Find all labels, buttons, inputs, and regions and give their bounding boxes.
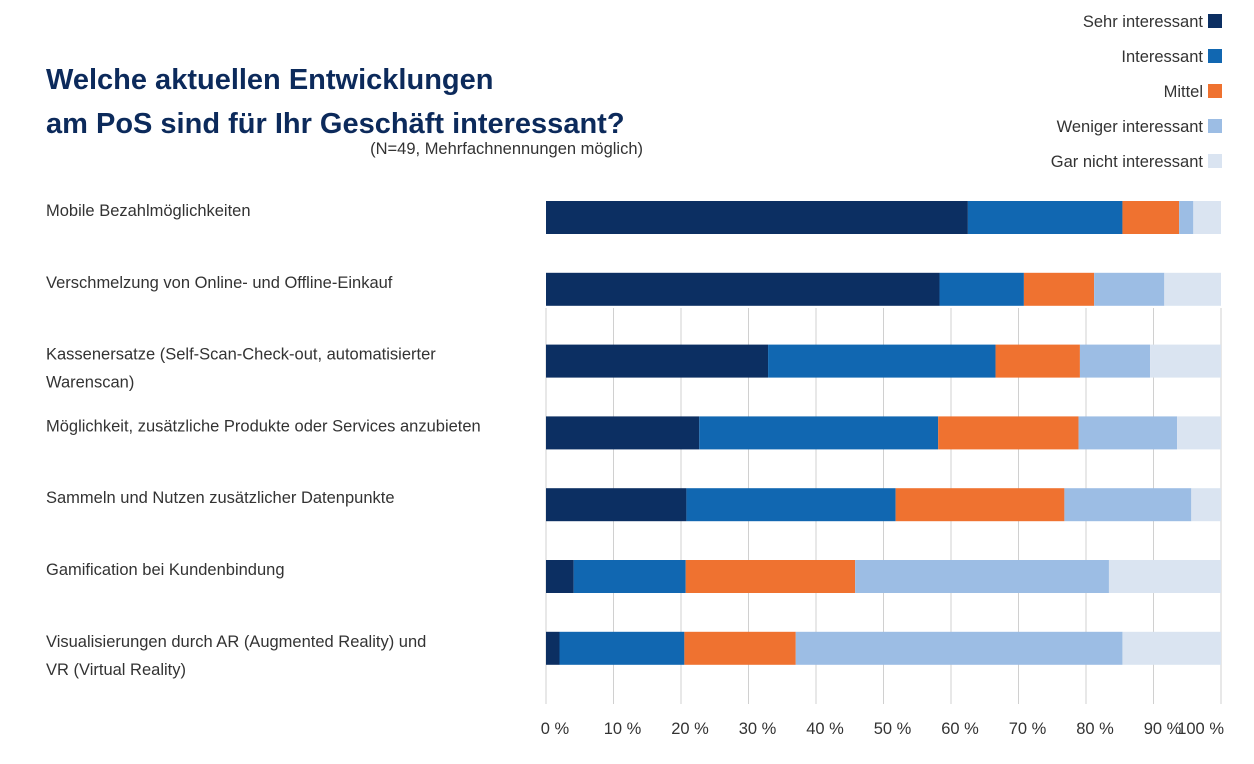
bar-segment bbox=[895, 488, 1065, 522]
legend-swatch bbox=[1208, 119, 1222, 133]
x-tick-label: 10 % bbox=[604, 720, 642, 738]
bar-segment bbox=[938, 416, 1079, 450]
bar-segment bbox=[855, 560, 1109, 593]
bar-segment bbox=[795, 631, 1123, 665]
bar-segment bbox=[1122, 631, 1221, 665]
x-tick-label: 50 % bbox=[874, 720, 912, 738]
bar-area bbox=[546, 201, 1221, 665]
bar-segment bbox=[1064, 488, 1192, 522]
bar-segment bbox=[1193, 201, 1221, 234]
chart-title-line-2: am PoS sind für Ihr Geschäft interessant… bbox=[46, 108, 625, 140]
category-label: VR (Virtual Reality) bbox=[46, 661, 186, 679]
bar-segment bbox=[699, 416, 939, 450]
legend-label: Interessant bbox=[1121, 48, 1203, 66]
bar-segment bbox=[1179, 201, 1194, 234]
x-tick-label: 0 % bbox=[541, 720, 570, 738]
x-tick-label: 60 % bbox=[941, 720, 979, 738]
bar-segment bbox=[1078, 416, 1178, 450]
bar-segment bbox=[768, 344, 996, 378]
bar-segment bbox=[559, 631, 685, 665]
legend-swatch bbox=[1208, 84, 1222, 98]
category-label: Visualisierungen durch AR (Augmented Rea… bbox=[46, 633, 426, 651]
legend-swatch bbox=[1208, 14, 1222, 28]
category-label: Verschmelzung von Online- und Offline-Ei… bbox=[46, 274, 393, 292]
bar-segment bbox=[1191, 488, 1221, 522]
bar-segment bbox=[546, 631, 560, 665]
bar-segment bbox=[1150, 344, 1221, 378]
bar-segment bbox=[967, 201, 1123, 234]
bar-segment bbox=[546, 416, 700, 450]
bar-segment bbox=[546, 344, 769, 378]
x-tick-label: 100 % bbox=[1177, 720, 1224, 738]
legend-label: Weniger interessant bbox=[1057, 118, 1204, 136]
legend-swatch bbox=[1208, 49, 1222, 63]
legend-swatch bbox=[1208, 154, 1222, 168]
x-axis-tick-labels: 0 % 10 % 20 % 30 % 40 % 50 % 60 % 70 % 80 % 90 %1… bbox=[541, 720, 1225, 738]
bar-segment bbox=[939, 272, 1024, 306]
bar-segment bbox=[1079, 344, 1151, 378]
bar-segment bbox=[995, 344, 1080, 378]
bar-segment bbox=[684, 631, 796, 665]
category-label: Möglichkeit, zusätzliche Produkte oder S… bbox=[46, 417, 481, 435]
bar-segment bbox=[546, 272, 940, 306]
category-label: Mobile Bezahlmöglichkeiten bbox=[46, 202, 251, 220]
bar-segment bbox=[546, 488, 687, 522]
bar-segment bbox=[1023, 272, 1095, 306]
x-tick-label: 30 % bbox=[739, 720, 777, 738]
bar-segment bbox=[685, 560, 856, 593]
category-label: Gamification bei Kundenbindung bbox=[46, 561, 285, 579]
legend: Sehr interessant Interessant Mittel Weniger… bbox=[1051, 13, 1222, 171]
bar-segment bbox=[1094, 272, 1165, 306]
chart-title: Welche aktuellen Entwicklungen am PoS si… bbox=[46, 58, 625, 146]
chart-title-line-1: Welche aktuellen Entwicklungen bbox=[46, 64, 494, 96]
category-label: Kassenersatze (Self-Scan-Check-out, auto… bbox=[46, 346, 436, 364]
legend-label: Gar nicht interessant bbox=[1051, 153, 1204, 171]
bar-segment bbox=[1122, 201, 1180, 234]
category-label: Sammeln und Nutzen zusätzlicher Datenpun… bbox=[46, 489, 395, 507]
x-tick-label: 90 % bbox=[1144, 720, 1182, 738]
x-tick-label: 70 % bbox=[1009, 720, 1047, 738]
category-labels: Mobile Bezahlmöglichkeiten Verschmelzung … bbox=[46, 202, 481, 679]
bar-segment bbox=[573, 560, 686, 593]
legend-label: Mittel bbox=[1164, 83, 1203, 101]
x-tick-label: 80 % bbox=[1076, 720, 1114, 738]
legend-label: Sehr interessant bbox=[1083, 13, 1204, 31]
bar-segment bbox=[546, 201, 968, 234]
bar-segment bbox=[1164, 272, 1221, 306]
bar-segment bbox=[1177, 416, 1221, 450]
bar-segment bbox=[1108, 560, 1221, 593]
category-label: Warenscan) bbox=[46, 374, 134, 392]
bar-segment bbox=[686, 488, 896, 522]
chart-subtitle: (N=49, Mehrfachnennungen möglich) bbox=[370, 140, 643, 158]
bar-segment bbox=[546, 560, 574, 593]
x-tick-label: 40 % bbox=[806, 720, 844, 738]
x-tick-label: 20 % bbox=[671, 720, 709, 738]
